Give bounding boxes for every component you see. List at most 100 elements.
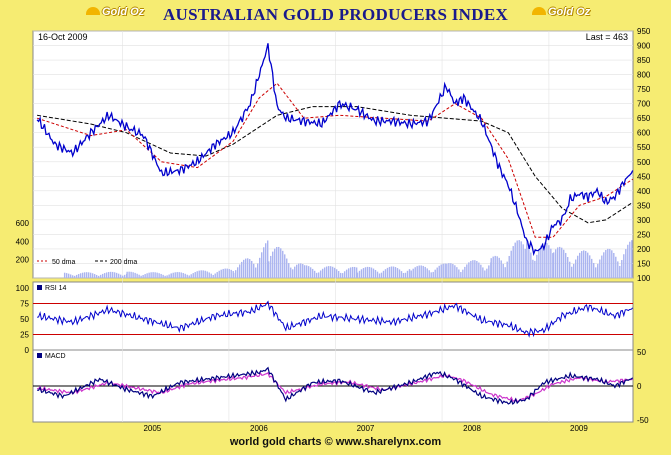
volume-bar	[132, 272, 134, 278]
volume-bar	[130, 271, 132, 278]
volume-bar	[581, 251, 583, 278]
volume-bar	[542, 243, 544, 278]
volume-tick-label: 200	[16, 256, 30, 265]
volume-bar	[436, 267, 438, 278]
volume-bar	[432, 271, 434, 278]
volume-bar	[290, 267, 292, 278]
volume-bar	[313, 270, 316, 278]
volume-bar	[552, 253, 554, 278]
volume-bar	[150, 272, 152, 278]
volume-bar	[146, 273, 148, 278]
volume-bar	[378, 273, 381, 278]
legend-rsi-swatch	[37, 285, 42, 290]
volume-bar	[294, 266, 296, 278]
volume-bar	[286, 258, 288, 278]
volume-bar	[257, 263, 259, 278]
volume-bar	[270, 255, 272, 278]
volume-bar	[184, 273, 186, 278]
volume-bar	[404, 272, 407, 278]
volume-bar	[126, 271, 128, 278]
price-y-tick-label: 300	[637, 216, 651, 225]
volume-bar	[327, 266, 330, 278]
volume-bar	[176, 272, 178, 278]
volume-bar	[526, 239, 528, 278]
volume-bar	[450, 263, 452, 278]
x-tick-label: 2006	[250, 424, 268, 433]
volume-bar	[406, 270, 409, 278]
volume-bar	[220, 269, 222, 278]
volume-bar	[476, 260, 478, 278]
volume-bar	[140, 275, 142, 278]
price-y-tick-label: 350	[637, 201, 651, 210]
price-y-tick-label: 700	[637, 100, 651, 109]
volume-bar	[107, 272, 110, 278]
volume-bar	[412, 268, 414, 278]
macd-tick-label: 50	[637, 348, 646, 357]
volume-bar	[536, 254, 538, 278]
volume-bar	[528, 245, 530, 278]
volume-bar	[396, 268, 399, 278]
volume-bar	[69, 274, 72, 278]
volume-bar	[599, 259, 601, 278]
volume-bar	[480, 264, 482, 278]
volume-bar	[192, 273, 194, 278]
volume-bar	[548, 245, 550, 278]
price-y-tick-label: 750	[637, 85, 651, 94]
volume-bar	[410, 270, 412, 278]
volume-bar	[470, 260, 472, 278]
volume-bar	[569, 261, 571, 278]
volume-bar	[284, 254, 286, 278]
volume-bar	[573, 263, 575, 278]
volume-bar	[484, 270, 486, 278]
volume-bar	[460, 272, 462, 278]
volume-bar	[152, 272, 154, 278]
volume-bar	[366, 266, 369, 278]
volume-bar	[442, 263, 444, 278]
volume-bar	[617, 261, 619, 278]
volume-bar	[190, 274, 192, 278]
rsi-line	[37, 300, 634, 338]
volume-bar	[530, 252, 532, 278]
volume-bar	[615, 256, 617, 278]
volume-bar	[589, 255, 591, 278]
volume-bar	[276, 247, 278, 278]
chart-title: AUSTRALIAN GOLD PRODUCERS INDEX	[162, 5, 509, 24]
volume-bar	[196, 271, 198, 278]
volume-bar	[426, 268, 428, 278]
volume-bar	[182, 272, 184, 278]
volume-bar	[358, 270, 361, 278]
volume-bar	[206, 271, 208, 278]
volume-bar	[331, 266, 334, 278]
volume-bar	[93, 274, 96, 278]
volume-bar	[158, 273, 160, 278]
volume-bar	[339, 272, 342, 278]
volume-bar	[629, 241, 631, 278]
legend-50dma: 50 dma	[52, 259, 75, 266]
volume-bar	[623, 254, 625, 278]
volume-bar	[83, 272, 86, 278]
volume-bar	[514, 242, 516, 278]
date-label: 16-Oct 2009	[38, 32, 88, 42]
volume-bar	[414, 267, 416, 278]
volume-bar	[166, 275, 168, 278]
volume-bar	[522, 244, 524, 278]
volume-bar	[565, 252, 567, 278]
volume-bar	[105, 272, 108, 278]
volume-bar	[164, 275, 166, 278]
volume-bar	[134, 272, 136, 278]
volume-bar	[550, 248, 552, 278]
volume-bar	[292, 269, 294, 278]
volume-bar	[73, 275, 76, 278]
volume-bar	[347, 268, 350, 278]
volume-bar	[214, 273, 216, 278]
volume-bar	[123, 274, 126, 278]
volume-bar	[386, 267, 389, 278]
volume-bar	[77, 274, 80, 278]
volume-bar	[81, 272, 84, 278]
volume-bar	[472, 260, 474, 278]
volume-bar	[605, 249, 607, 278]
gold-oz-logo-left: Gold Oz	[86, 6, 144, 18]
volume-bar	[462, 269, 464, 278]
volume-bar	[466, 264, 468, 278]
